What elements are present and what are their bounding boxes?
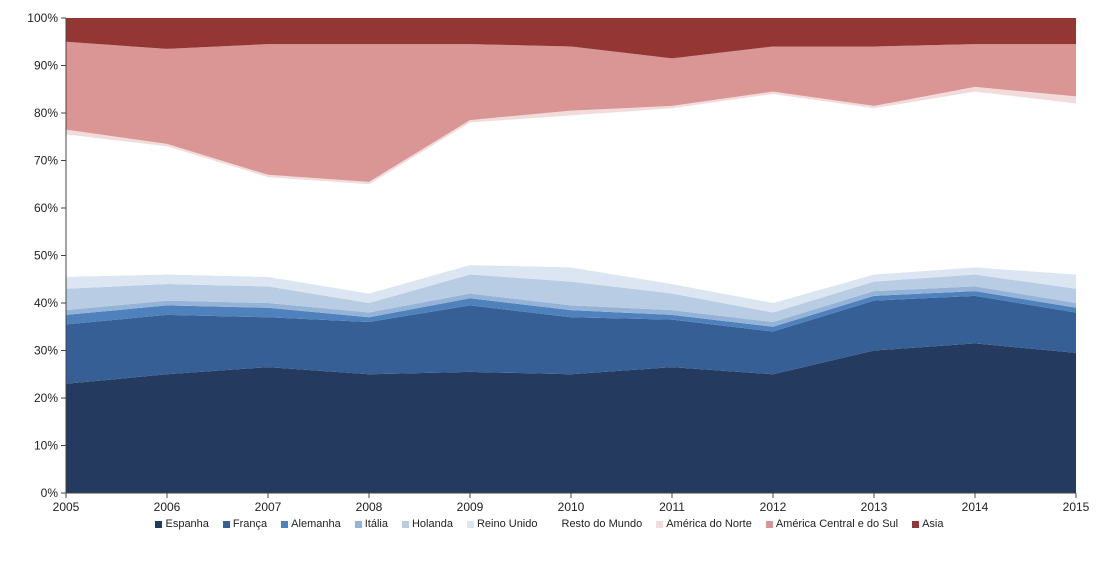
legend-label: América Central e do Sul (775, 518, 899, 530)
y-tick-label: 100% (27, 11, 58, 25)
x-tick-label: 2005 (53, 500, 80, 514)
x-tick-label: 2012 (760, 500, 787, 514)
legend-item-espanha: Espanha (155, 518, 209, 530)
legend-swatch (155, 520, 163, 528)
area-alemanha (66, 291, 1076, 332)
legend-label: Holanda (411, 518, 453, 530)
legend-swatch (354, 520, 362, 528)
y-tick-label: 50% (34, 249, 58, 263)
y-tick-label: 40% (34, 296, 58, 310)
legend-item-america-central-e-do-sul: América Central e do Sul (765, 518, 899, 530)
legend-label: Alemanha (291, 518, 341, 530)
legend-label: Resto do Mundo (561, 518, 643, 530)
y-tick-label: 60% (34, 201, 58, 215)
area-holanda (66, 274, 1076, 322)
legend-swatch (222, 520, 230, 528)
y-tick-label: 0% (41, 486, 59, 500)
legend-item-resto-do-mundo: Resto do Mundo (551, 518, 643, 530)
legend-item-holanda: Holanda (401, 518, 453, 530)
x-tick-label: 2006 (154, 500, 181, 514)
legend-item-america-do-norte: América do Norte (656, 518, 752, 530)
legend-swatch (912, 520, 920, 528)
area-layer (66, 18, 1076, 493)
area-asia (66, 18, 1076, 59)
legend-item-reino-unido: Reino Unido (466, 518, 538, 530)
area-franca (66, 295, 1076, 384)
legend-label: França (232, 518, 268, 530)
y-tick-label: 20% (34, 391, 58, 405)
legend-item-alemanha: Alemanha (281, 518, 341, 530)
legend-label: América do Norte (666, 518, 752, 530)
area-resto-do-mundo (66, 91, 1076, 303)
y-tick-label: 80% (34, 106, 58, 120)
legend-label: Asia (922, 518, 944, 530)
legend-item-asia: Asia (912, 518, 944, 530)
area-reino-unido (66, 265, 1076, 313)
area-italia (66, 286, 1076, 327)
x-tick-label: 2013 (861, 500, 888, 514)
x-tick-label: 2008 (356, 500, 383, 514)
y-tick-label: 10% (34, 439, 58, 453)
area-espanha (66, 343, 1076, 493)
legend-swatch (281, 520, 289, 528)
legend-label: Itália (364, 518, 388, 530)
legend-label: Reino Unido (476, 518, 538, 530)
area-america-central-e-do-sul (66, 41, 1076, 182)
legend-swatch (466, 520, 474, 528)
x-tick-label: 2015 (1063, 500, 1090, 514)
legend-swatch (656, 520, 664, 528)
legend: Espanha França Alemanha Itália Holanda Reino … (0, 518, 1099, 530)
legend-swatch (765, 520, 773, 528)
x-tick-label: 2009 (457, 500, 484, 514)
x-tick-label: 2011 (659, 500, 685, 514)
y-tick-label: 90% (34, 59, 58, 73)
x-tick-label: 2014 (962, 500, 989, 514)
y-tick-label: 70% (34, 154, 58, 168)
axes-layer: 0% 10% 20% 30% 40% 50% 60% 70% 80% 90% 100% 2005 200… (27, 11, 1089, 514)
legend-item-franca: França (222, 518, 268, 530)
stacked-area-chart: 0% 10% 20% 30% 40% 50% 60% 70% 80% 90% 100% 2005 200… (27, 11, 1089, 514)
legend-swatch (551, 520, 559, 528)
y-tick-label: 30% (34, 344, 58, 358)
legend-item-italia: Itália (354, 518, 388, 530)
legend-swatch (401, 520, 409, 528)
x-tick-label: 2010 (558, 500, 585, 514)
x-tick-label: 2007 (255, 500, 282, 514)
legend-label: Espanha (165, 518, 209, 530)
